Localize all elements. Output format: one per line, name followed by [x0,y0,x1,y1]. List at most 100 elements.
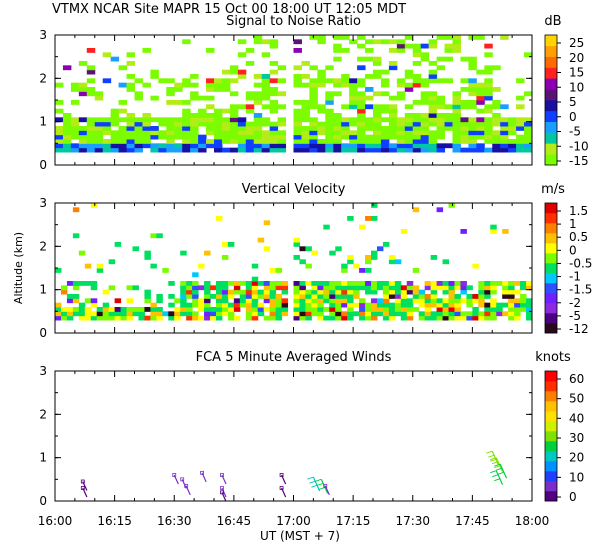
velocity-cell [311,281,318,286]
snr-cell [404,126,414,131]
snr-cell [365,143,374,149]
velocity-cell [66,315,74,321]
snr-cell [198,143,207,149]
snr-cell [452,117,461,123]
velocity-cell [341,298,348,304]
velocity-cell [412,268,420,273]
snr-cell [436,95,446,101]
snr-cell [412,121,422,127]
snr-cell [516,126,525,131]
velocity-cell [245,311,253,317]
snr-cell [436,35,446,40]
velocity-cell [400,315,408,321]
colorbar-label: 20 [569,451,584,465]
snr-cell [55,108,64,114]
snr-cell [309,104,318,110]
velocity-cell [448,315,455,321]
snr-cell [436,56,446,62]
snr-cell [388,147,398,153]
velocity-cell [132,311,139,317]
velocity-cell [120,315,128,321]
velocity-cell [341,268,348,273]
colorbar-frame [544,202,558,334]
snr-cell [55,82,64,88]
snr-cell [341,126,350,131]
snr-cell [341,121,350,127]
snr-cell [261,130,271,136]
velocity-cell [454,298,461,304]
velocity-cell [233,285,241,291]
velocity-cell [168,315,175,321]
snr-cell [70,130,80,136]
velocity-cell [96,315,104,321]
snr-cell [452,48,461,53]
snr-cell [373,139,382,144]
snr-cell [349,139,358,144]
velocity-cell [388,285,396,291]
snr-cell [484,78,493,84]
snr-cell [110,113,120,118]
snr-cell [293,48,302,53]
snr-cell [317,121,326,127]
snr-cell [229,117,239,123]
velocity-cell [424,311,432,317]
velocity-cell [424,281,432,286]
snr-cell [468,134,477,140]
velocity-cell [245,298,253,304]
velocity-cell [347,302,354,308]
velocity-cell [269,298,277,304]
velocity-cell [442,302,450,308]
snr-cell [229,113,239,118]
snr-cell [62,113,72,118]
snr-cell [221,78,231,84]
velocity-cell [490,307,497,312]
velocity-cell [502,229,509,234]
velocity-cell [198,302,205,308]
snr-cell [229,91,239,97]
snr-cell [301,108,310,114]
velocity-cell [84,307,92,312]
velocity-cell [198,315,205,321]
snr-cell [158,143,167,149]
snr-cell [317,139,326,144]
velocity-cell [514,298,521,304]
velocity-cell [460,289,467,295]
snr-cell [78,117,88,123]
velocity-cell [382,298,390,304]
snr-cell [436,147,446,153]
snr-cell [357,134,366,140]
snr-cell [428,121,438,127]
panel-title: Vertical Velocity [242,182,346,197]
snr-cell [214,130,223,136]
velocity-cell [347,294,354,299]
snr-cell [134,143,143,149]
snr-cell [484,126,493,131]
velocity-cell [257,294,265,299]
snr-cell [206,82,215,88]
snr-cell [388,130,398,136]
colorbar-label: 50 [569,392,584,406]
x-tick-label: 16:15 [97,514,132,528]
velocity-cell [442,281,450,286]
velocity-cell [394,259,402,265]
snr-cell [86,117,96,123]
snr-cell [70,126,80,131]
velocity-cell [156,315,163,321]
snr-cell [476,134,485,140]
snr-cell [420,52,430,58]
snr-cell [396,43,406,49]
snr-cell [277,134,287,140]
snr-cell [396,130,406,136]
colorbar-swatch [545,461,557,472]
snr-cell [190,121,199,127]
colorbar-label: -10 [569,139,589,153]
snr-cell [190,74,199,79]
snr-cell [484,117,493,123]
velocity-cell [239,298,247,304]
velocity-cell [454,281,461,286]
snr-cell [110,130,120,136]
velocity-cell [406,302,414,308]
snr-cell [102,52,112,58]
velocity-cell [484,285,491,291]
velocity-cell [311,250,318,256]
